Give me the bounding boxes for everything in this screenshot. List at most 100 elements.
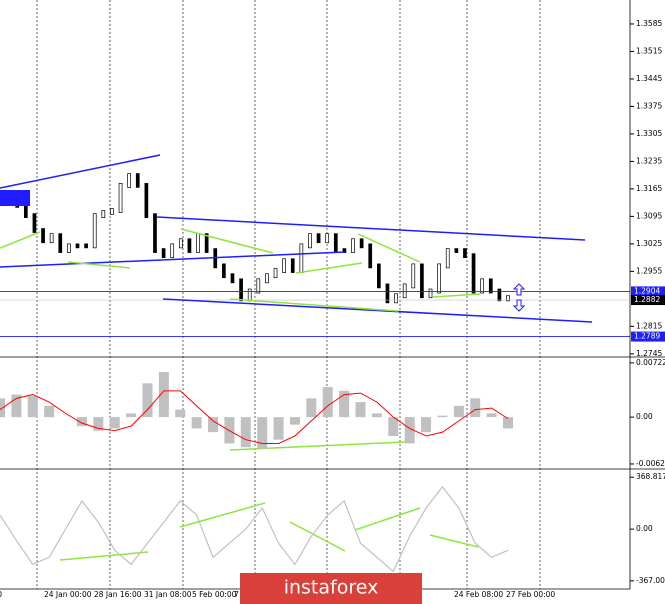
- x-tick-label: 00: [0, 590, 2, 599]
- x-tick-label: 24 Jan 00:00: [44, 590, 92, 599]
- price-bar: [488, 278, 493, 294]
- price-bar: [454, 248, 459, 253]
- histogram-bar: [486, 413, 497, 418]
- price-bar: [368, 243, 373, 269]
- price-bar: [411, 263, 416, 289]
- histogram-bar: [44, 405, 55, 418]
- histogram-bar: [208, 417, 219, 433]
- x-tick-label: 5 Feb 00:00: [192, 590, 237, 599]
- price-bar: [41, 228, 45, 244]
- divergence-line: [432, 293, 481, 298]
- y-tick-label: 1.3515: [636, 46, 662, 55]
- y-tick-label: 1.3585: [636, 19, 662, 28]
- level-label: 1.2789: [634, 332, 660, 341]
- price-bar: [196, 233, 200, 253]
- x-tick-label: 27 Feb 00:00: [506, 590, 555, 599]
- price-bar: [299, 243, 304, 273]
- histogram-bar: [240, 417, 251, 448]
- price-bar: [127, 173, 132, 188]
- divergence-line: [429, 534, 479, 548]
- histogram-bar: [322, 387, 333, 418]
- price-bar: [351, 238, 355, 253]
- price-bar: [308, 233, 312, 249]
- price-bar: [402, 283, 407, 299]
- trend-line: [162, 298, 593, 323]
- histogram-bar: [470, 398, 481, 418]
- price-bar: [480, 278, 485, 294]
- divergence-line: [357, 233, 421, 263]
- y-tick-label: 1.2745: [636, 349, 662, 358]
- level-box: [631, 286, 665, 297]
- y-tick-label: 0.00: [636, 412, 653, 421]
- histogram-bar: [371, 413, 382, 418]
- histogram-bar: [437, 415, 448, 418]
- price-bar: [32, 213, 37, 233]
- price-bar: [153, 213, 157, 253]
- price-bar: [118, 183, 123, 213]
- price-bar: [506, 295, 510, 302]
- divergence-line: [179, 502, 266, 528]
- histogram-bar: [93, 417, 104, 431]
- price-bar: [135, 173, 140, 188]
- last-price-label: 1.2882: [634, 295, 660, 304]
- up-arrow: [512, 283, 526, 296]
- histogram-bar: [27, 396, 38, 418]
- y-tick-label: 1.3165: [636, 184, 662, 193]
- price-bar: [58, 233, 63, 253]
- price-bar: [110, 208, 114, 215]
- price-bar: [325, 233, 330, 244]
- watermark: instaforex: [284, 577, 379, 599]
- y-tick-label: 1.3445: [636, 74, 662, 83]
- histogram-bar: [175, 409, 186, 418]
- price-bar: [359, 238, 364, 249]
- histogram-bar: [109, 417, 120, 429]
- divergence-line: [289, 521, 346, 552]
- price-bar: [230, 273, 235, 284]
- price-bar: [178, 238, 183, 249]
- price-bar: [161, 248, 166, 259]
- price-bar: [333, 233, 338, 253]
- histogram-bar: [306, 398, 317, 418]
- price-bar: [316, 233, 321, 244]
- signal-line: [0, 390, 509, 444]
- histogram-bar: [355, 402, 366, 418]
- histogram-bar: [126, 413, 137, 418]
- y-tick-label: -367.0051: [636, 576, 665, 585]
- y-tick-label: 0.00722: [636, 358, 665, 367]
- price-bar: [101, 210, 106, 218]
- divergence-line: [0, 231, 41, 249]
- price-bar: [471, 253, 476, 294]
- trend-line: [0, 251, 346, 268]
- x-tick-label: 28 Jan 16:00: [94, 590, 142, 599]
- down-arrow: [512, 299, 526, 312]
- histogram-bar: [404, 417, 415, 444]
- divergence-line: [67, 261, 131, 269]
- price-bar: [49, 233, 54, 244]
- y-tick-label: 1.3375: [636, 101, 662, 110]
- histogram-bar: [453, 405, 464, 418]
- histogram-bar: [289, 417, 300, 425]
- trend-line: [0, 154, 161, 189]
- plot-background: [0, 0, 630, 589]
- histogram-bar: [273, 417, 284, 440]
- y-tick-label: 1.3025: [636, 239, 662, 248]
- price-bar: [247, 288, 252, 302]
- divergence-line: [59, 551, 149, 561]
- y-tick-label: 1.3095: [636, 211, 662, 220]
- price-bar: [445, 248, 450, 269]
- price-bar: [428, 288, 433, 299]
- price-bar: [376, 263, 381, 289]
- price-bar: [437, 263, 441, 294]
- histogram-bar: [76, 417, 87, 427]
- price-bar: [239, 278, 243, 302]
- price-bar: [282, 258, 286, 273]
- price-bar: [84, 243, 88, 249]
- price-bar: [75, 243, 80, 249]
- histogram-bar: [191, 417, 202, 429]
- y-tick-label: 368.8171: [636, 472, 665, 481]
- price-bar: [144, 183, 149, 218]
- histogram-bar: [503, 417, 513, 429]
- price-bar: [187, 238, 192, 253]
- price-bar: [420, 263, 424, 299]
